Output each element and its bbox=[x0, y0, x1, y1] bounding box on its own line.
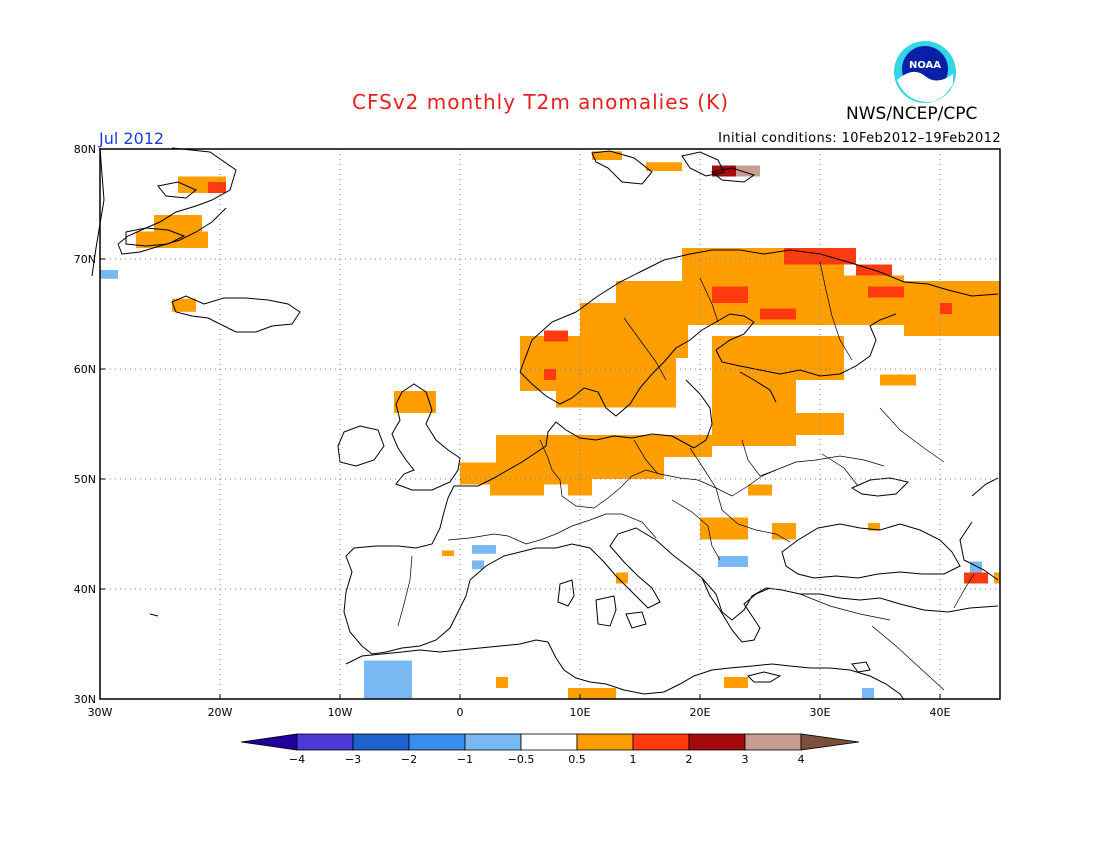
anomaly-cell bbox=[712, 286, 748, 303]
anomaly-cell bbox=[970, 561, 982, 573]
anomaly-cell bbox=[994, 572, 1000, 584]
anomaly-cell bbox=[772, 523, 796, 540]
colorbar-tick-label: 2 bbox=[686, 753, 693, 766]
anomaly-cell bbox=[544, 330, 568, 342]
anomaly-cell bbox=[784, 248, 856, 265]
anomaly-cell bbox=[748, 484, 772, 496]
anomaly-cell bbox=[724, 677, 748, 688]
colorbar-tick-label: −3 bbox=[345, 753, 361, 766]
svg-text:NOAA: NOAA bbox=[909, 60, 941, 71]
anomaly-cell bbox=[616, 281, 688, 358]
anomaly-cell bbox=[736, 165, 760, 177]
anomaly-cell bbox=[364, 660, 412, 699]
colorbar-tick-label: −2 bbox=[401, 753, 417, 766]
lon-label: 10W bbox=[328, 706, 353, 719]
anomaly-cell bbox=[616, 572, 628, 584]
anomaly-cell bbox=[880, 374, 916, 386]
lat-label: 50N bbox=[74, 473, 96, 486]
anomaly-cell bbox=[940, 303, 952, 314]
colorbar-swatch bbox=[744, 733, 802, 751]
anomaly-cell bbox=[136, 231, 208, 248]
colorbar-swatch bbox=[352, 733, 410, 751]
colorbar-tick-label: 3 bbox=[742, 753, 749, 766]
anomaly-cell bbox=[568, 479, 592, 496]
anomaly-cell bbox=[718, 556, 748, 567]
colorbar-tick-label: −0.5 bbox=[508, 753, 535, 766]
lat-label: 70N bbox=[74, 253, 96, 266]
lon-label: 30E bbox=[810, 706, 831, 719]
colorbar-min-arrow bbox=[240, 733, 298, 751]
lat-label: 40N bbox=[74, 583, 96, 596]
colorbar-legend: −4 −3 −2 −1 −0.5 0.5 1 2 3 4 bbox=[240, 733, 860, 766]
anomaly-cell bbox=[394, 391, 436, 413]
lat-label: 80N bbox=[74, 143, 96, 156]
anomaly-cell bbox=[100, 270, 118, 279]
colorbar-swatch bbox=[576, 733, 634, 751]
colorbar-swatch bbox=[688, 733, 746, 751]
anomaly-cell bbox=[442, 550, 454, 556]
lon-label: 40E bbox=[930, 706, 951, 719]
colorbar-tick-label: 0.5 bbox=[568, 753, 586, 766]
anomaly-cell bbox=[568, 457, 664, 479]
colorbar-swatch bbox=[296, 733, 354, 751]
lon-label: 20E bbox=[690, 706, 711, 719]
anomaly-cell bbox=[700, 517, 748, 540]
lat-lon-grid bbox=[100, 149, 1000, 699]
anomaly-cell bbox=[172, 298, 196, 312]
colorbar-swatch bbox=[520, 733, 578, 751]
anomaly-cell bbox=[712, 380, 796, 446]
anomaly-cell bbox=[580, 303, 616, 358]
anomaly-cell bbox=[556, 358, 676, 408]
lon-label: 0 bbox=[457, 706, 464, 719]
forecast-month: Jul 2012 bbox=[99, 129, 165, 148]
anomaly-cell bbox=[832, 275, 904, 325]
colorbar-tick-label: −1 bbox=[457, 753, 473, 766]
anomaly-cells bbox=[100, 151, 1000, 699]
anomaly-cell bbox=[964, 572, 988, 584]
colorbar-swatch bbox=[464, 733, 522, 751]
anomaly-cell bbox=[712, 336, 844, 380]
anomaly-cell bbox=[568, 688, 616, 699]
lat-label: 30N bbox=[74, 693, 96, 706]
noaa-logo-icon: NOAA bbox=[894, 41, 956, 103]
anomaly-cell bbox=[496, 677, 508, 688]
lon-label: 20W bbox=[208, 706, 233, 719]
anomaly-cell bbox=[604, 435, 712, 457]
anomaly-cell bbox=[868, 523, 880, 531]
anomaly-cell bbox=[472, 545, 496, 554]
coastlines bbox=[91, 147, 999, 701]
axis-labels: 30W 20W 10W 0 10E 20E 30E 40E 30N 40N 50N 60N 70N 80N bbox=[74, 143, 951, 719]
colorbar-swatch bbox=[408, 733, 466, 751]
anomaly-cell bbox=[154, 215, 202, 232]
agency-label: NWS/NCEP/CPC bbox=[846, 104, 978, 124]
anomaly-cell bbox=[592, 151, 622, 160]
anomaly-cell bbox=[868, 286, 916, 298]
map-frame bbox=[99, 148, 1001, 700]
lat-label: 60N bbox=[74, 363, 96, 376]
colorbar-swatch bbox=[632, 733, 690, 751]
colorbar-tick-label: 1 bbox=[630, 753, 637, 766]
anomaly-cell bbox=[208, 182, 226, 193]
initial-conditions: Initial conditions: 10Feb2012–19Feb2012 bbox=[718, 131, 1001, 146]
lon-label: 10E bbox=[570, 706, 591, 719]
colorbar-tick-label: 4 bbox=[798, 753, 805, 766]
lon-label: 30W bbox=[88, 706, 113, 719]
anomaly-cell bbox=[472, 560, 484, 570]
map-title: CFSv2 monthly T2m anomalies (K) bbox=[352, 90, 729, 114]
colorbar-tick-label: −4 bbox=[289, 753, 305, 766]
anomaly-cell bbox=[760, 308, 796, 320]
anomaly-cell bbox=[646, 162, 682, 171]
anomaly-cell bbox=[490, 479, 544, 496]
colorbar-max-arrow bbox=[800, 733, 860, 751]
anomaly-cell bbox=[862, 688, 874, 699]
